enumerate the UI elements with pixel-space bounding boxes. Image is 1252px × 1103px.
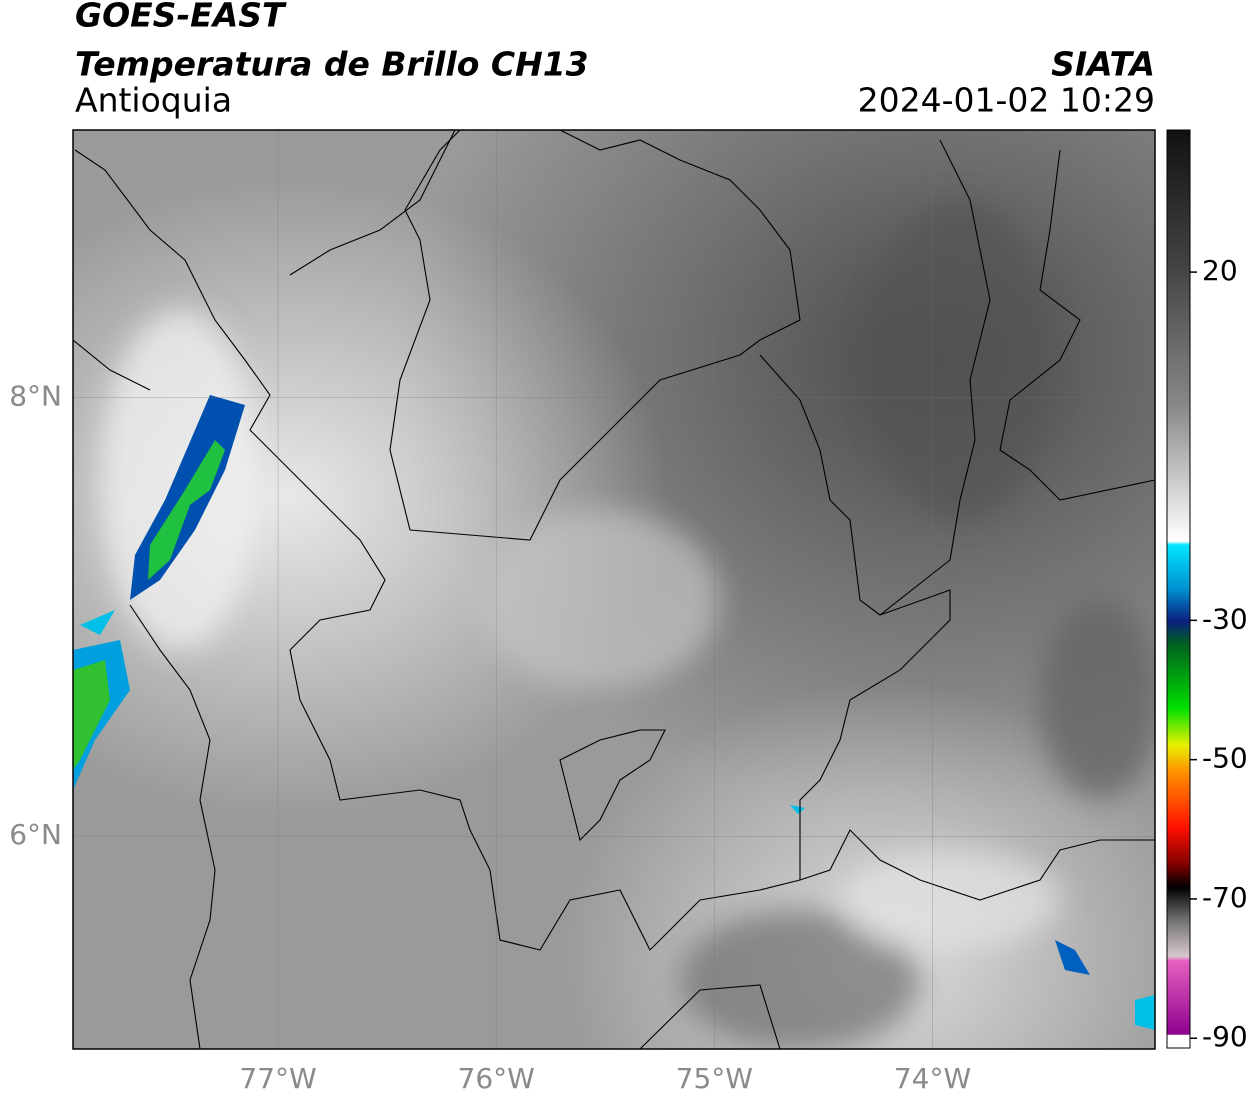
lat-tick-label: 6°N	[9, 818, 62, 851]
satellite-image	[73, 130, 1155, 1049]
map-frame	[72, 129, 1156, 1050]
lon-tick-label: 76°W	[458, 1062, 535, 1095]
colorbar	[1166, 129, 1191, 1049]
region: Antioquia	[75, 81, 232, 120]
colorbar-tick-label: -90	[1202, 1020, 1248, 1053]
colorbar-tick-label: -30	[1202, 602, 1248, 635]
lon-tick-label: 77°W	[239, 1062, 316, 1095]
colorbar-tick-label: -50	[1202, 742, 1248, 775]
datetime: 2024-01-02 10:29	[858, 81, 1155, 120]
subtitle: Temperatura de Brillo CH13	[75, 45, 589, 84]
lon-tick-label: 75°W	[676, 1062, 753, 1095]
lon-tick-label: 74°W	[894, 1062, 971, 1095]
source: SIATA	[1051, 45, 1155, 84]
lat-tick-label: 8°N	[9, 380, 62, 413]
title: GOES-EAST	[75, 0, 287, 35]
colorbar-tick-label: -70	[1202, 881, 1248, 914]
graticule	[73, 130, 1155, 1049]
boundaries	[73, 130, 1155, 1049]
colorbar-tick-label: 20	[1202, 254, 1238, 287]
